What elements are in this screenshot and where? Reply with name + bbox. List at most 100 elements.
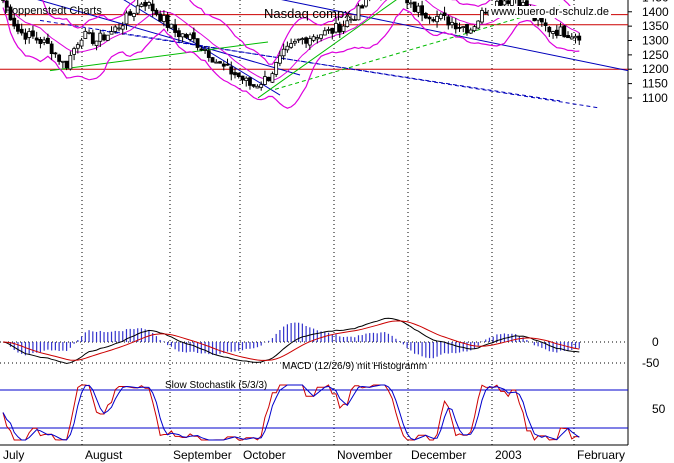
- candle-body: [12, 17, 17, 27]
- y-tick-label: 1250: [642, 48, 669, 62]
- candle-body: [113, 26, 118, 32]
- candle-body: [352, 19, 357, 21]
- candle-body: [435, 15, 439, 23]
- x-tick-label: December: [411, 448, 466, 462]
- candle-body: [416, 5, 421, 13]
- candle-body: [191, 32, 196, 40]
- candle-body: [566, 35, 570, 39]
- dashed-downtrend-lower: [99, 29, 561, 102]
- candle-body: [461, 26, 466, 28]
- candle-body: [214, 61, 219, 64]
- candle-body: [158, 13, 163, 22]
- trend-lines: [37, 0, 629, 109]
- candle-body: [233, 72, 237, 76]
- x-tick-label: August: [85, 448, 123, 462]
- candle-body: [465, 24, 469, 34]
- candle-body: [68, 55, 73, 70]
- stochastic-panel: 50: [0, 384, 666, 441]
- candle-body: [278, 55, 282, 64]
- candle-body: [539, 17, 544, 23]
- candle-body: [143, 1, 148, 7]
- candle-body: [173, 24, 178, 33]
- candle-body: [547, 26, 552, 33]
- macd-signal-line: [2, 320, 580, 361]
- candle-body: [72, 48, 76, 55]
- candle-body: [34, 37, 39, 41]
- candle-body: [236, 72, 241, 78]
- candle-body: [360, 5, 365, 9]
- candle-body: [221, 63, 226, 67]
- candle-body: [53, 52, 58, 55]
- candle-body: [188, 34, 192, 40]
- candle-body: [218, 61, 222, 64]
- candle-body: [132, 13, 136, 17]
- candle-body: [345, 20, 350, 27]
- candle-body: [79, 39, 84, 47]
- candle-body: [199, 48, 204, 51]
- candle-body: [423, 12, 428, 19]
- candle-body: [31, 30, 35, 37]
- candle-body: [124, 12, 129, 25]
- candle-body: [281, 48, 286, 57]
- green-uptrend-fall: [257, 0, 397, 99]
- candle-body: [240, 75, 245, 81]
- bollinger-upper: [41, 0, 580, 65]
- stoch-y-label: 50: [652, 402, 666, 416]
- candle-body: [315, 37, 320, 40]
- candle-body: [102, 34, 106, 41]
- candle-body: [27, 31, 32, 38]
- candle-body: [259, 84, 264, 88]
- chart-title: Nasdaq compx: [264, 6, 351, 21]
- candle-body: [558, 26, 563, 36]
- macd-panel: 0 -50: [0, 317, 660, 370]
- candle-body: [38, 39, 43, 44]
- candle-body: [42, 39, 47, 43]
- candle-body: [420, 5, 424, 16]
- candle-body: [472, 26, 477, 32]
- candle-body: [210, 57, 215, 63]
- candle-body: [117, 27, 121, 30]
- candle-body: [184, 34, 189, 38]
- y-tick-label: 1100: [642, 91, 668, 105]
- candle-body: [468, 29, 473, 34]
- y-tick-label: 1150: [642, 77, 668, 91]
- candle-body: [349, 18, 353, 21]
- x-tick-label: February: [577, 448, 625, 462]
- candle-body: [292, 40, 297, 44]
- candle-body: [244, 77, 249, 81]
- candle-body: [453, 22, 458, 30]
- candle-body: [438, 13, 443, 19]
- candle-body: [49, 43, 54, 55]
- candle-body: [300, 38, 305, 41]
- bollinger-middle: [2, 0, 580, 81]
- stochastic-title: Slow Stochastik (5/3/3): [165, 380, 267, 391]
- candle-body: [60, 60, 65, 63]
- candle-body: [128, 11, 133, 16]
- candle-body: [147, 2, 151, 6]
- candle-body: [180, 33, 185, 38]
- candle-body: [405, 0, 410, 4]
- y-tick-label: 1300: [642, 34, 669, 48]
- candle-body: [506, 0, 511, 4]
- candle-body: [270, 73, 275, 83]
- candle-body: [23, 32, 28, 40]
- candle-body: [510, 0, 514, 6]
- candle-body: [94, 40, 99, 46]
- candle-body: [337, 23, 342, 33]
- green-uptrend-summer: [49, 41, 269, 72]
- candle-body: [502, 0, 507, 6]
- candle-body: [195, 38, 200, 48]
- x-tick-label: October: [243, 448, 286, 462]
- y-tick-label: 1200: [642, 62, 669, 76]
- macd-line: [2, 317, 580, 365]
- candle-body: [341, 25, 346, 32]
- candle-body: [304, 37, 308, 44]
- candle-body: [319, 34, 323, 39]
- candle-body: [569, 36, 574, 40]
- candle-body: [109, 31, 114, 35]
- candle-body: [483, 11, 488, 14]
- grid-lines: [81, 0, 575, 445]
- candle-body: [105, 34, 110, 41]
- candle-body: [57, 54, 62, 62]
